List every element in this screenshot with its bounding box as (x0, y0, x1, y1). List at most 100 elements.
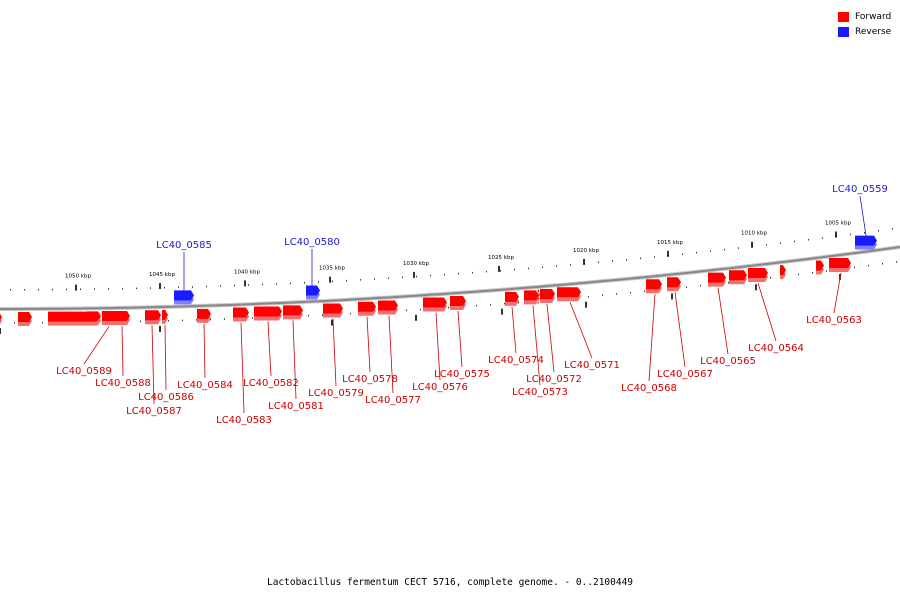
gene-label: LC40_0567 (657, 369, 713, 380)
minor-tick (472, 271, 473, 274)
gene-body (524, 290, 539, 301)
label-connector (532, 305, 541, 386)
minor-tick (640, 257, 641, 260)
minor-tick (854, 266, 855, 269)
label-connector (648, 294, 656, 382)
gene-label: LC40_0574 (488, 355, 544, 366)
minor-tick (700, 284, 701, 287)
minor-tick (850, 233, 851, 236)
gene-label: LC40_0582 (243, 378, 299, 389)
tick-label: 1020 kbp (573, 248, 599, 254)
label-connector (833, 272, 842, 314)
gene-glyph (358, 301, 376, 316)
gene-glyph (323, 303, 343, 318)
minor-tick (448, 306, 449, 309)
gene-body (505, 291, 519, 302)
gene-label: LC40_0578 (342, 374, 398, 385)
tick-label: 1030 kbp (403, 261, 429, 267)
minor-tick (528, 267, 529, 270)
minor-tick (10, 289, 11, 291)
minor-tick (812, 272, 813, 274)
gene-glyph (233, 307, 249, 322)
label-connector (292, 320, 297, 400)
gene-body (233, 307, 249, 318)
gene-glyph (48, 311, 100, 326)
gene-label: LC40_0583 (216, 415, 272, 426)
gene-label: LC40_0572 (526, 374, 582, 385)
minor-tick (406, 309, 407, 312)
gene-body (358, 301, 376, 312)
reverse-swatch (838, 26, 849, 37)
gene-glyph (283, 305, 303, 320)
minor-tick (770, 277, 771, 279)
minor-tick (556, 265, 557, 267)
minor-tick (500, 269, 501, 272)
minor-tick (42, 321, 43, 324)
gene-body (306, 285, 320, 296)
minor-tick (420, 308, 421, 311)
gene-glyph (540, 289, 555, 304)
minor-tick (66, 288, 67, 291)
gene-glyph (780, 265, 786, 280)
label-connector (569, 302, 593, 359)
minor-tick (182, 319, 183, 322)
minor-tick (164, 286, 165, 289)
minor-tick (220, 285, 221, 287)
gene-body (197, 308, 211, 319)
minor-tick (738, 247, 739, 249)
tick-label: 1040 kbp (234, 269, 260, 275)
minor-tick (882, 263, 883, 265)
gene-body (0, 313, 2, 321)
minor-tick (724, 248, 725, 251)
tick-label: 1010 kbp (741, 231, 767, 237)
gene-body (667, 277, 681, 288)
gene-body (48, 311, 100, 322)
minor-tick (206, 285, 207, 288)
tick-label: 1005 kbp (825, 221, 851, 227)
minor-tick (224, 318, 225, 320)
label-connector (859, 195, 867, 236)
gene-body (283, 305, 303, 316)
minor-tick (878, 230, 879, 232)
minor-tick (598, 261, 599, 264)
label-connector (164, 324, 167, 391)
tick-label: 1015 kbp (657, 240, 683, 246)
minor-tick (892, 228, 893, 230)
minor-tick (430, 274, 431, 277)
gene-glyph (748, 268, 768, 283)
minor-tick (612, 260, 613, 262)
gene-label: LC40_0559 (832, 184, 888, 195)
gene-body (145, 310, 161, 321)
gene-body (816, 260, 824, 271)
minor-tick (682, 253, 683, 255)
label-connector (203, 323, 206, 379)
minor-tick (122, 287, 123, 290)
minor-tick (514, 268, 515, 271)
minor-tick (14, 322, 15, 324)
minor-tick (388, 277, 389, 279)
minor-tick (192, 286, 193, 288)
gene-glyph (254, 306, 282, 321)
label-connector (267, 321, 272, 377)
minor-tick (360, 279, 361, 281)
gene-glyph (524, 290, 539, 305)
gene-glyph (855, 235, 877, 250)
minor-tick (234, 284, 235, 287)
gene-label: LC40_0573 (512, 387, 568, 398)
label-connector (546, 304, 555, 373)
gene-glyph (708, 272, 726, 287)
tick-label: 1025 kbp (488, 255, 514, 261)
minor-tick (710, 250, 711, 252)
minor-tick (318, 281, 319, 283)
minor-tick (616, 293, 617, 295)
gene-glyph (450, 295, 466, 310)
gene-body (646, 279, 662, 290)
gene-glyph (829, 257, 851, 272)
minor-tick (262, 283, 263, 286)
gene-label: LC40_0565 (700, 356, 756, 367)
legend-reverse: Reverse (838, 24, 891, 39)
minor-tick (290, 282, 291, 285)
minor-tick (686, 286, 687, 288)
label-connector (511, 306, 517, 354)
gene-body (423, 297, 447, 308)
